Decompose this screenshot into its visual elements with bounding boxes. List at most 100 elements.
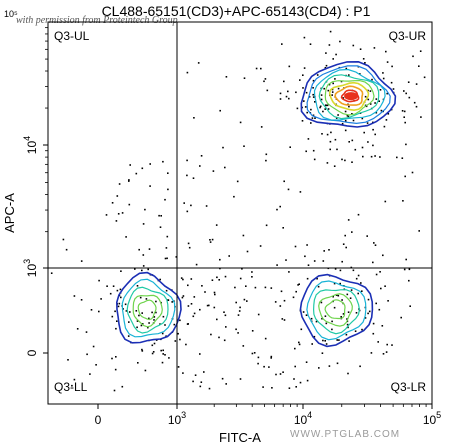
- event-dot: [331, 328, 333, 331]
- quadrant-label-ll: Q3-LL: [54, 380, 88, 394]
- event-dot: [386, 343, 388, 346]
- event-dot: [239, 121, 242, 124]
- event-dot: [251, 276, 253, 278]
- event-dot: [276, 264, 278, 266]
- event-dot: [345, 333, 348, 336]
- event-dot: [106, 285, 108, 287]
- event-dot: [331, 88, 334, 91]
- event-dot: [199, 353, 201, 355]
- event-dot: [221, 377, 224, 380]
- event-dot: [201, 285, 203, 287]
- event-dot: [347, 115, 350, 118]
- event-dot: [362, 58, 365, 60]
- event-dot: [135, 172, 138, 175]
- density-contour: [137, 299, 157, 321]
- event-dot: [412, 55, 414, 58]
- event-dot: [357, 292, 359, 295]
- event-dot: [73, 295, 76, 297]
- event-dot: [257, 362, 259, 365]
- event-dot: [159, 278, 161, 281]
- event-dot: [366, 122, 369, 124]
- event-dot: [282, 371, 284, 373]
- event-dot: [303, 67, 306, 69]
- event-dot: [246, 250, 249, 253]
- event-dot: [283, 299, 286, 302]
- event-dot: [380, 109, 383, 112]
- event-dot: [124, 303, 127, 306]
- event-dot: [370, 155, 373, 158]
- event-dot: [164, 257, 167, 260]
- event-dot: [396, 156, 398, 159]
- event-dot: [155, 311, 157, 314]
- event-dot: [224, 166, 226, 169]
- event-dot: [347, 372, 349, 375]
- event-dot: [141, 323, 144, 325]
- event-dot: [265, 224, 268, 227]
- event-dot: [92, 345, 95, 348]
- event-dot: [295, 386, 297, 388]
- event-dot: [403, 116, 405, 118]
- event-dot: [265, 153, 268, 156]
- event-dot: [224, 275, 227, 278]
- event-dot: [147, 268, 149, 271]
- event-dot: [312, 79, 315, 82]
- event-dot: [320, 98, 323, 101]
- event-dot: [383, 125, 386, 128]
- event-dot: [213, 306, 216, 309]
- event-dot: [295, 91, 297, 94]
- event-dot: [298, 283, 300, 285]
- event-dot: [327, 108, 330, 110]
- event-dot: [367, 89, 369, 92]
- event-dot: [319, 106, 321, 109]
- event-dot: [374, 102, 376, 104]
- event-dot: [285, 95, 288, 98]
- event-dot: [260, 126, 263, 128]
- event-dot: [391, 65, 393, 68]
- density-contour: [312, 289, 361, 335]
- event-dot: [117, 305, 120, 308]
- event-dot: [235, 328, 237, 331]
- event-dot: [85, 331, 88, 333]
- event-dot: [166, 257, 168, 260]
- event-dot: [413, 101, 416, 104]
- event-dot: [326, 162, 329, 164]
- event-dot: [114, 310, 116, 313]
- event-dot: [281, 43, 283, 45]
- event-dot: [185, 343, 187, 346]
- event-dot: [134, 268, 136, 270]
- event-dot: [377, 341, 379, 343]
- event-dot: [128, 321, 130, 323]
- x-axis-tick-labels: 0 103 104 105: [95, 410, 442, 427]
- y-axis-title: APC-A: [2, 193, 17, 233]
- event-dot: [192, 315, 195, 318]
- event-dot: [153, 342, 156, 345]
- event-dot: [215, 224, 218, 226]
- event-dot: [418, 230, 420, 232]
- event-dot: [299, 381, 302, 384]
- event-dot: [337, 294, 340, 297]
- event-dot: [86, 353, 88, 356]
- event-dot: [408, 268, 411, 271]
- event-dot: [161, 361, 164, 364]
- event-dot: [288, 387, 291, 389]
- event-dot: [141, 350, 144, 352]
- event-dot: [336, 362, 339, 365]
- event-dot: [160, 215, 162, 217]
- event-dot: [347, 311, 350, 313]
- event-dot: [113, 389, 116, 392]
- density-contour: [115, 271, 182, 344]
- event-dot: [179, 319, 181, 322]
- event-dot: [141, 167, 144, 170]
- event-dot: [340, 316, 342, 318]
- event-dot: [306, 277, 309, 280]
- event-dot: [379, 271, 381, 273]
- event-dot: [166, 235, 169, 238]
- event-dot: [263, 80, 265, 83]
- event-dot: [116, 289, 119, 292]
- event-dot: [326, 104, 329, 107]
- event-dot: [344, 110, 347, 113]
- event-dot: [347, 219, 350, 221]
- event-dot: [195, 263, 198, 266]
- event-dot: [218, 336, 220, 339]
- event-dot: [375, 111, 378, 114]
